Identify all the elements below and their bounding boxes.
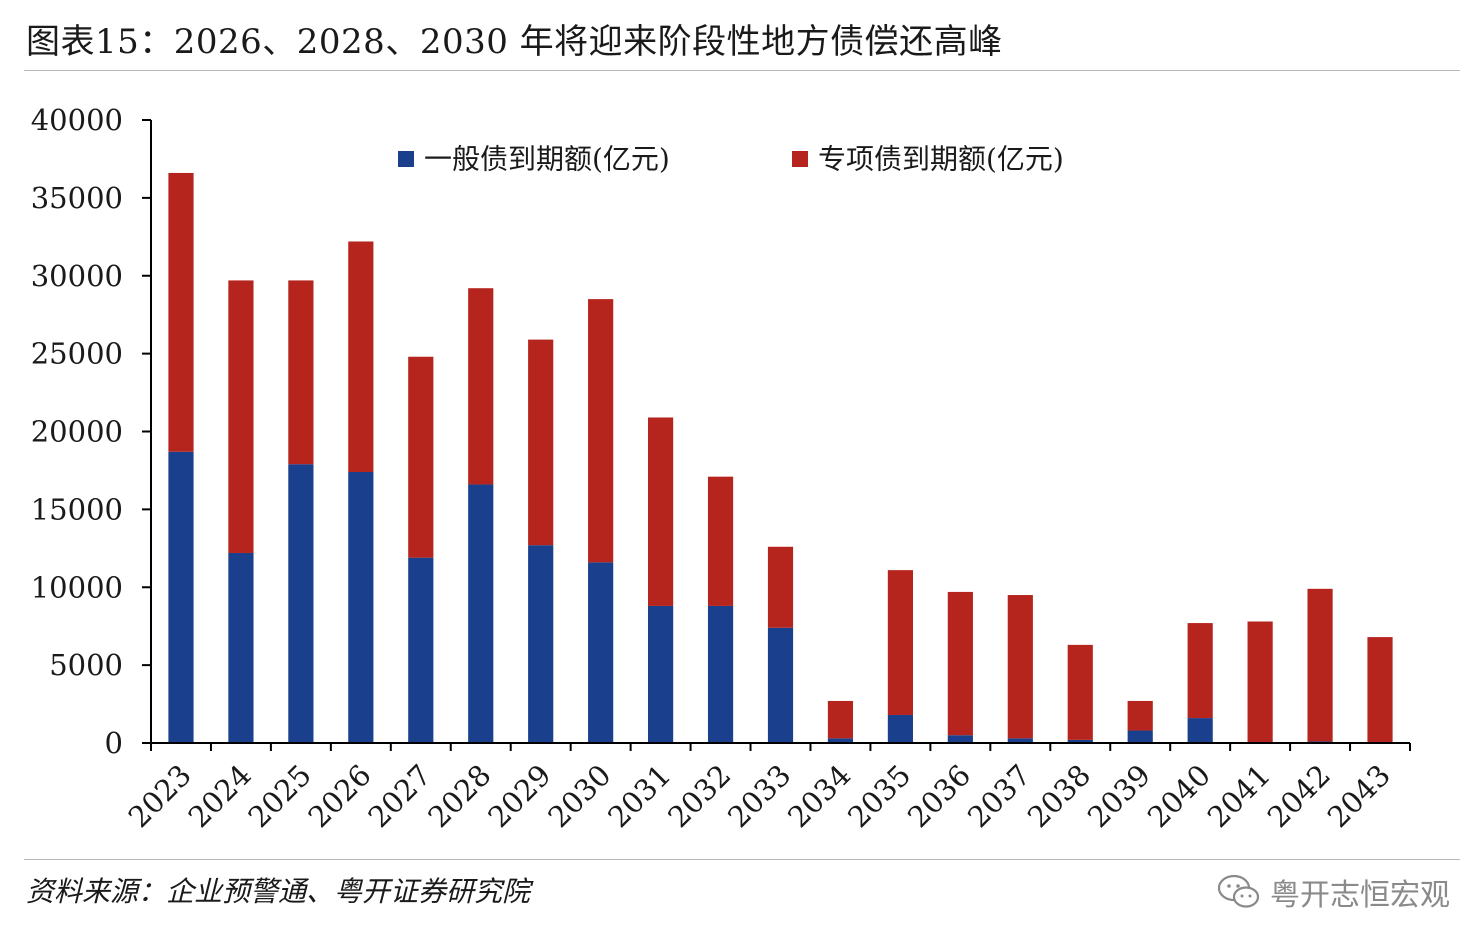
x-tick-label: 2028 (421, 758, 497, 834)
bar-general-bond (887, 714, 913, 743)
footer-divider (24, 859, 1460, 860)
bar-special-bond (168, 172, 194, 452)
bar-special-bond (648, 417, 674, 606)
bar-special-bond (827, 700, 854, 739)
bar-special-bond (1007, 595, 1033, 739)
x-tick-label: 2041 (1201, 758, 1277, 834)
bar-special-bond (887, 570, 913, 715)
bar-special-bond (1247, 621, 1273, 743)
bar-general-bond (228, 552, 254, 743)
bar-general-bond (288, 464, 314, 743)
bar-special-bond (408, 356, 434, 558)
y-axis: 0 5000 10000 15000 20000 25000 30000 35000 40000 (31, 103, 152, 760)
bar-special-bond (528, 339, 554, 546)
watermark-text: 粤开志恒宏观 (1270, 878, 1450, 913)
bar-general-bond (1007, 738, 1033, 743)
x-tick-label: 2025 (242, 758, 318, 834)
legend-item: 一般债到期额(亿元) (398, 143, 670, 176)
legend-label: 一般债到期额(亿元) (424, 143, 670, 176)
x-tick-label: 2040 (1141, 758, 1217, 834)
y-tick-label: 0 (105, 726, 123, 760)
bar-general-bond (1187, 718, 1213, 743)
bar-special-bond (767, 546, 794, 628)
x-tick-label: 2029 (481, 758, 557, 834)
bar-general-bond (588, 562, 614, 743)
brand-watermark: 粤开志恒宏观 (1216, 870, 1450, 914)
bar-general-bond (468, 484, 494, 743)
bar-general-bond (1127, 730, 1153, 743)
bar-general-bond (827, 738, 854, 743)
bar-general-bond (707, 605, 734, 743)
bar-general-bond (767, 627, 794, 743)
y-tick-label: 25000 (31, 337, 123, 371)
legend-label: 专项债到期额(亿元) (818, 143, 1064, 176)
x-tick-label: 2024 (182, 758, 258, 834)
bar-general-bond (408, 557, 434, 743)
y-tick-label: 10000 (31, 570, 123, 604)
x-tick-label: 2023 (122, 758, 198, 834)
x-tick-label: 2037 (961, 758, 1037, 834)
x-tick-label: 2026 (302, 758, 378, 834)
bar-special-bond (1307, 588, 1333, 742)
y-tick-label: 30000 (31, 259, 123, 293)
y-tick-label: 15000 (31, 492, 123, 526)
legend-item: 专项债到期额(亿元) (792, 143, 1064, 176)
x-tick-label: 2031 (601, 758, 677, 834)
bar-special-bond (707, 476, 734, 606)
x-axis: 2023202420252026202720282029203020312032… (122, 742, 1411, 834)
x-tick-label: 2034 (781, 758, 857, 834)
bar-general-bond (947, 735, 973, 743)
x-tick-label: 2043 (1321, 758, 1397, 834)
y-tick-label: 40000 (31, 103, 123, 137)
title-divider (24, 70, 1460, 71)
bar-special-bond (588, 299, 614, 563)
bar-general-bond (168, 451, 194, 743)
x-tick-label: 2032 (661, 758, 737, 834)
bar-special-bond (1187, 623, 1213, 719)
bar-series-group (168, 172, 1393, 743)
source-note: 资料来源：企业预警通、粤开证券研究院 (26, 875, 531, 908)
x-tick-label: 2035 (841, 758, 917, 834)
bar-general-bond (528, 545, 554, 743)
y-tick-label: 20000 (31, 415, 123, 449)
x-tick-label: 2036 (901, 758, 977, 834)
x-tick-label: 2042 (1261, 758, 1337, 834)
x-tick-label: 2038 (1021, 758, 1097, 834)
x-tick-label: 2033 (721, 758, 797, 834)
x-tick-label: 2030 (541, 758, 617, 834)
bar-special-bond (228, 280, 254, 553)
bar-special-bond (288, 280, 314, 465)
wechat-icon (1217, 874, 1260, 908)
x-tick-label: 2039 (1081, 758, 1157, 834)
legend-swatch (398, 151, 414, 167)
bar-special-bond (468, 288, 494, 485)
bar-special-bond (1067, 644, 1093, 740)
bar-special-bond (348, 241, 374, 472)
y-tick-label: 35000 (31, 181, 123, 215)
x-tick-label: 2027 (362, 758, 438, 834)
bar-special-bond (947, 591, 973, 736)
bar-special-bond (1127, 700, 1153, 731)
bar-general-bond (348, 472, 374, 743)
bar-special-bond (1367, 637, 1393, 743)
bar-general-bond (1067, 739, 1093, 743)
legend-swatch (792, 151, 808, 167)
chart-legend: 一般债到期额(亿元) 专项债到期额(亿元) (398, 143, 1064, 176)
bar-general-bond (648, 605, 674, 743)
y-tick-label: 5000 (49, 648, 123, 682)
figure-title: 图表15：2026、2028、2030 年将迎来阶段性地方债偿还高峰 (26, 22, 1003, 62)
